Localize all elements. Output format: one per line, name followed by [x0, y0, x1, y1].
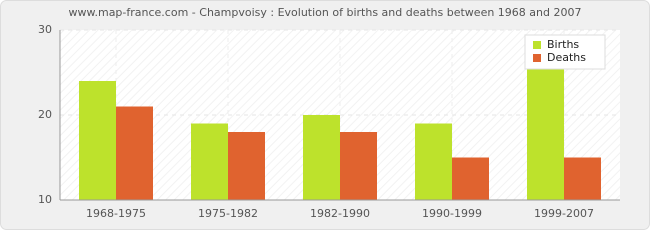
bar: [415, 123, 452, 200]
bar: [79, 81, 116, 200]
legend-swatch: [533, 54, 541, 62]
legend-box: [524, 34, 606, 70]
y-tick-label: 10: [38, 193, 52, 206]
x-tick-label: 1982-1990: [310, 207, 370, 220]
bar: [228, 132, 265, 200]
bar: [452, 157, 489, 200]
x-tick-label: 1999-2007: [534, 207, 594, 220]
bar: [303, 115, 340, 200]
legend-label: Deaths: [547, 51, 586, 64]
x-tick-label: 1990-1999: [422, 207, 482, 220]
bar: [116, 106, 153, 200]
chart: www.map-france.com - Champvoisy : Evolut…: [0, 0, 650, 230]
y-tick-label: 30: [38, 23, 52, 36]
bar: [340, 132, 377, 200]
chart-title: www.map-france.com - Champvoisy : Evolut…: [69, 6, 582, 19]
y-tick-label: 20: [38, 108, 52, 121]
x-tick-label: 1968-1975: [86, 207, 146, 220]
bar: [191, 123, 228, 200]
legend-swatch: [533, 41, 541, 49]
bar: [564, 157, 601, 200]
x-tick-label: 1975-1982: [198, 207, 258, 220]
legend-label: Births: [547, 38, 579, 51]
